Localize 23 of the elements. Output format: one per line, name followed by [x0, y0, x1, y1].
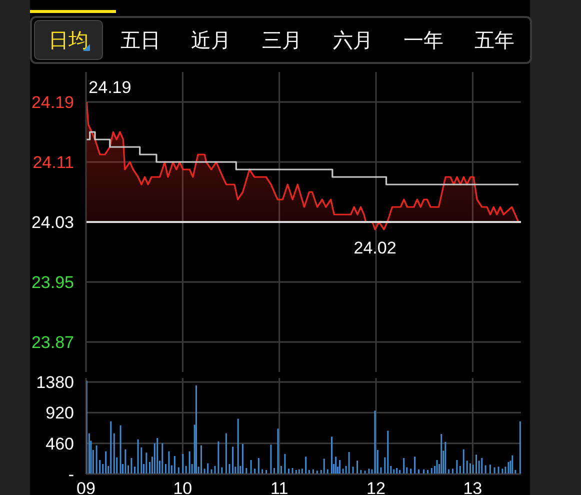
y-tick-label: 1380	[36, 373, 74, 392]
text: 六月	[332, 28, 373, 54]
text: 五年	[474, 28, 515, 54]
x-tick-label: 11	[270, 479, 288, 495]
text: 一年	[404, 28, 444, 54]
y-tick-label: 920	[46, 404, 74, 423]
text: 三月	[262, 28, 302, 54]
x-tick-label: 09	[76, 479, 96, 495]
annotation: 24.19	[88, 78, 132, 97]
y-tick-label: 23.95	[31, 273, 74, 292]
x-tick-label: 13	[463, 479, 482, 495]
y-tick-label: -	[68, 465, 74, 484]
x-tick-label: 12	[366, 479, 386, 495]
y-tick-label: 23.87	[31, 333, 74, 352]
y-tick-label: 24.03	[31, 213, 74, 232]
y-tick-label: 24.19	[31, 93, 74, 112]
text: 近月	[191, 28, 232, 54]
y-tick-label: 460	[46, 434, 74, 454]
y-tick-label: 24.11	[32, 153, 74, 172]
text: 日均	[48, 28, 88, 54]
annotation: 24.02	[354, 238, 396, 258]
text: 五日	[120, 28, 160, 54]
x-tick-label: 10	[173, 479, 192, 495]
